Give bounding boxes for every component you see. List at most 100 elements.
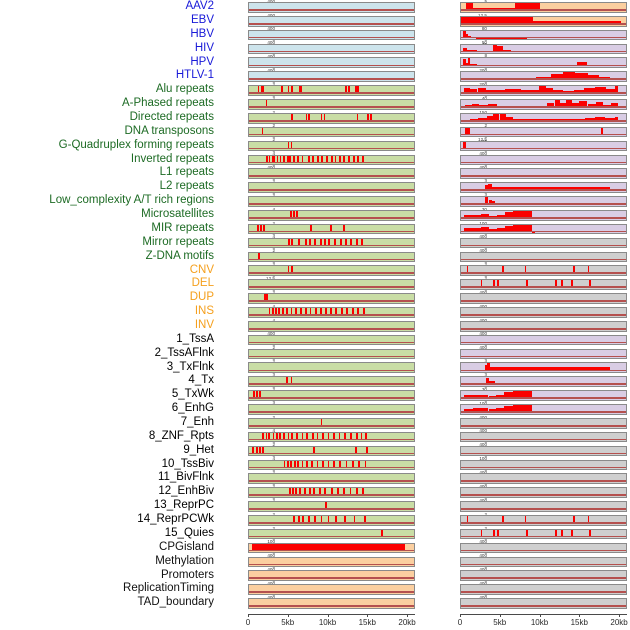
plot-area (248, 251, 415, 263)
track-panel-right: 01234502.557.51012.502040608001020304050… (430, 0, 630, 614)
area-segment (465, 34, 469, 39)
spike-bar (524, 515, 527, 524)
track-right-10-tssbiv: 050100 (460, 457, 627, 471)
baseline (249, 244, 414, 247)
spike-bar (325, 308, 328, 316)
y-tick-label: 400 (479, 304, 487, 309)
baseline (249, 383, 414, 385)
baseline (461, 327, 626, 330)
spike-bar (261, 86, 264, 94)
track-left-3-txflnk: 00.511.52 (248, 360, 415, 374)
plot-area (460, 279, 627, 290)
track-right-mirror-repeats: 0100200300400 (460, 235, 627, 250)
spike-bar (328, 238, 331, 247)
track-left-10-tssbiv: 01234 (248, 457, 415, 471)
y-tick-label: 4 (272, 235, 275, 240)
area-segment (489, 380, 492, 385)
area-segment (531, 16, 533, 25)
spike-bar (293, 155, 295, 164)
spike-bar (285, 308, 288, 316)
track-label-9-het: 9_Het (183, 443, 214, 456)
baseline (249, 494, 414, 496)
y-tick-label: 400 (267, 554, 275, 558)
x-tick-label: 20kb (398, 618, 416, 627)
y-tick-label: 2 (272, 512, 275, 517)
baseline (461, 355, 626, 358)
y-tick-label: 12.5 (478, 13, 487, 18)
plot-area (460, 43, 627, 55)
plot-area (248, 15, 415, 27)
track-right-inverted-repeats: 0100200300400 (460, 152, 627, 166)
baseline (249, 438, 414, 441)
track-right-cpgisland: 0100200300400 (460, 540, 627, 555)
plot-area (248, 85, 415, 96)
baseline (461, 397, 626, 399)
baseline (249, 508, 414, 510)
spike-bar (311, 155, 314, 164)
spike-bar (318, 488, 321, 496)
plot-area (460, 376, 627, 387)
spike-bar (295, 308, 298, 316)
spike-bar (282, 432, 285, 441)
plot-area (248, 196, 415, 207)
x-tick-label: 15kb (358, 618, 376, 627)
baseline (461, 494, 626, 496)
spike-bar (313, 446, 316, 455)
area-segment (571, 103, 579, 108)
spike-bar (329, 308, 332, 316)
plot-area (460, 404, 627, 415)
plot-area (460, 556, 627, 568)
track-left-microsatellites: 01234 (248, 207, 415, 222)
spike-bar (282, 308, 284, 316)
track-left-cnv: 00.511.52 (248, 263, 415, 277)
baseline (461, 92, 626, 94)
area-segment (472, 103, 480, 108)
spike-bar (319, 308, 322, 316)
track-left-11-bivflnk: 00.511.52 (248, 471, 415, 485)
spike-bar (293, 210, 295, 219)
y-tick-label: 2 (484, 512, 487, 517)
spike-bar (319, 238, 322, 247)
area-segment (596, 102, 604, 108)
y-tick-label: 100 (479, 221, 487, 226)
y-tick-label: 400 (479, 332, 487, 337)
y-tick-label: 2 (272, 526, 275, 531)
plot-area (248, 473, 415, 485)
baseline (461, 175, 626, 178)
y-tick-label: 200 (479, 82, 487, 87)
area-segment (461, 16, 532, 25)
area-segment (487, 363, 491, 372)
spike-bar (340, 308, 343, 316)
spike-bar (256, 224, 259, 233)
track-left-14-reprpcwk: 00.511.52 (248, 512, 415, 527)
area-segment (583, 88, 595, 94)
track-left-tad-boundary: 0100200300400 (248, 595, 415, 610)
track-left-5-txwk: 00.511.52 (248, 387, 415, 402)
plot-area (460, 15, 627, 27)
track-right-dna-transposons: 00.511.52 (460, 124, 627, 139)
y-tick-label: 50 (482, 41, 487, 45)
track-right-tad-boundary: 0100200300400 (460, 595, 627, 610)
y-tick-label: 40 (482, 96, 487, 101)
spike-bar (260, 224, 262, 233)
spike-bar (350, 432, 353, 441)
track-left-inverted-repeats: 01234 (248, 152, 415, 166)
y-tick-label: 4 (272, 318, 275, 323)
baseline (249, 147, 414, 150)
area-segment (472, 395, 482, 399)
baseline (461, 133, 626, 136)
spike-bar (267, 432, 270, 441)
area-segment (576, 61, 587, 67)
plot-area (460, 307, 627, 318)
track-left-hiv: 0100200300400 (248, 41, 415, 55)
y-tick-label: 4 (484, 360, 487, 364)
spike-bar (298, 86, 301, 94)
area-segment (486, 116, 494, 122)
plot-area (460, 445, 627, 457)
y-tick-label: 400 (479, 346, 487, 350)
y-tick-label: 400 (267, 69, 275, 73)
y-tick-label: 400 (479, 485, 487, 489)
spike-bar (370, 113, 372, 122)
spike-bar (357, 155, 360, 164)
x-axis-left: 0 5kb 10kb 15kb 20kb (218, 614, 418, 630)
